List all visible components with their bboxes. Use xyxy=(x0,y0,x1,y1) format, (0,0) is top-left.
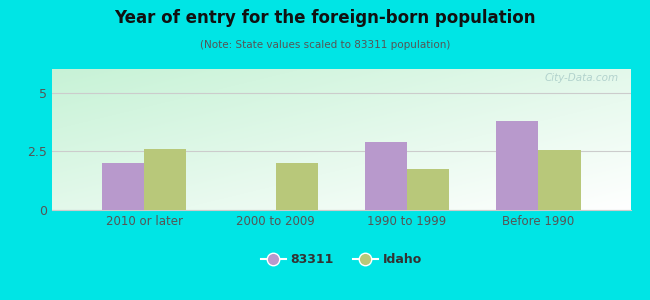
Bar xyxy=(407,169,449,210)
Text: City-Data.com: City-Data.com xyxy=(545,73,619,83)
Bar xyxy=(497,121,538,210)
Bar xyxy=(276,163,318,210)
Legend: 83311, Idaho: 83311, Idaho xyxy=(255,248,427,272)
Text: (Note: State values scaled to 83311 population): (Note: State values scaled to 83311 popu… xyxy=(200,40,450,50)
Bar xyxy=(102,163,144,210)
Text: Year of entry for the foreign-born population: Year of entry for the foreign-born popul… xyxy=(114,9,536,27)
Bar xyxy=(144,149,186,210)
Bar xyxy=(538,150,580,210)
Bar xyxy=(365,142,407,210)
